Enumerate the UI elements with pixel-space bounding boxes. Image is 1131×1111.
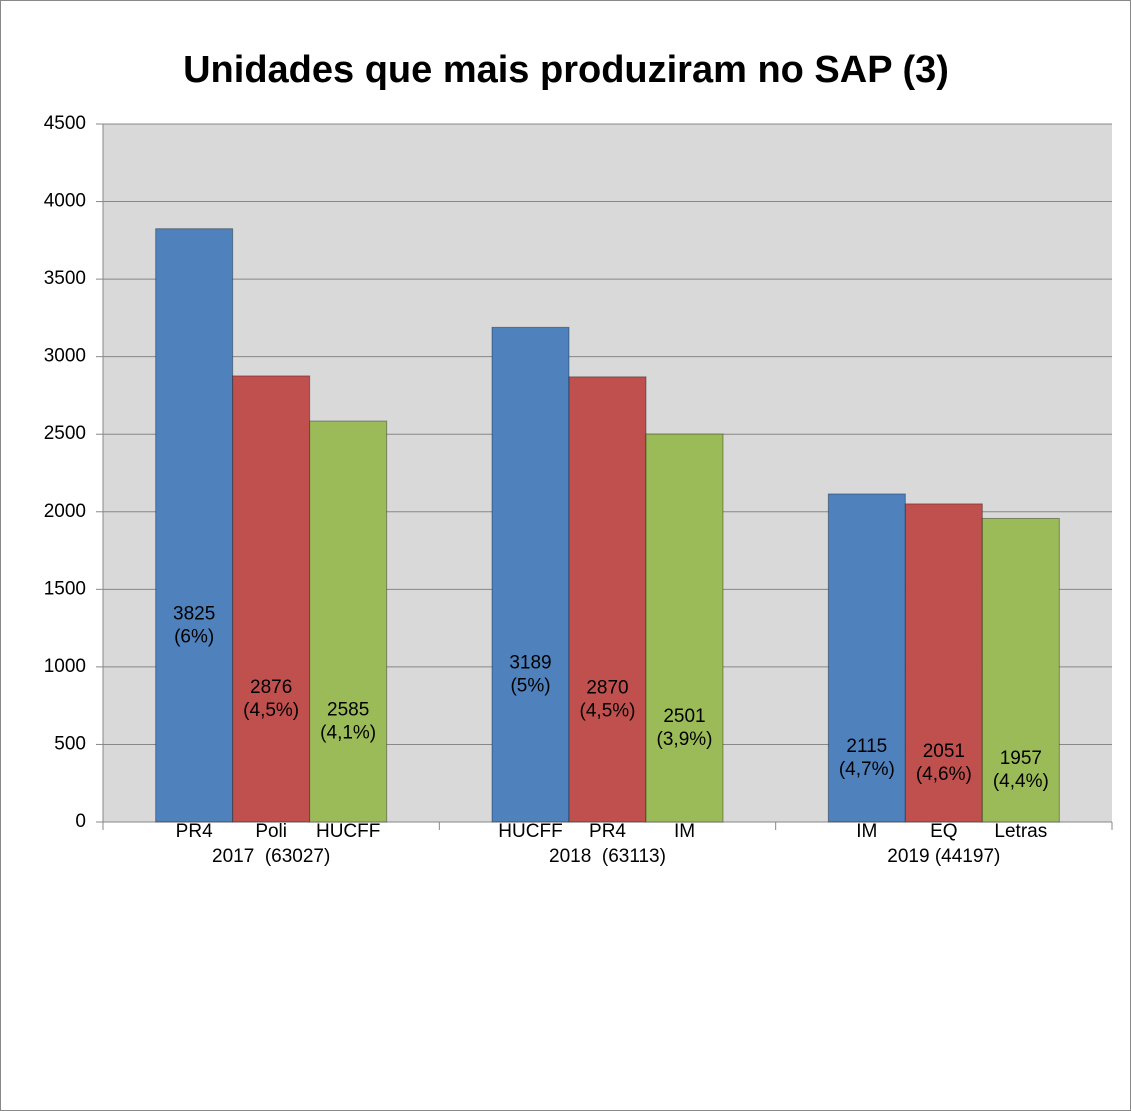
x-group-label: 2017 (63027) [212,846,330,867]
bar [232,375,311,823]
x-tick-label: PR4 [176,821,213,842]
x-group-label: 2018 (63113) [549,846,666,867]
x-tick-label: HUCFF [498,821,562,842]
value-label: 2876 [250,677,292,698]
bar [568,376,647,823]
y-tick-label: 3000 [44,346,86,367]
y-tick-label: 4000 [44,191,86,212]
x-tick-label: IM [674,821,695,842]
value-label: 1957 [1000,748,1042,769]
value-label: 3825 [173,603,215,624]
y-tick-label: 2000 [44,501,86,522]
value-label: (4,4%) [993,771,1049,792]
value-label: (4,5%) [243,700,299,721]
value-label: (4,7%) [839,759,895,780]
y-tick-label: 3500 [44,268,86,289]
value-label: (6%) [174,626,214,647]
value-label: 3189 [509,653,551,674]
bar [309,420,388,823]
y-tick-label: 1500 [44,578,86,599]
bar [904,503,983,823]
value-label: (3,9%) [657,729,713,750]
value-label: 2051 [923,741,965,762]
x-tick-label: EQ [930,821,957,842]
y-tick-label: 4500 [44,113,86,134]
value-label: 2501 [663,706,705,727]
value-label: (4,6%) [916,764,972,785]
value-label: 2115 [846,736,887,757]
bar [491,326,570,823]
bar [155,228,234,823]
bar [981,517,1060,823]
value-label: (4,1%) [320,723,376,744]
x-tick-label: Letras [994,821,1047,842]
y-tick-label: 2500 [44,423,86,444]
bar [827,493,906,823]
x-group-label: 2019 (44197) [887,846,1000,867]
y-tick-label: 500 [54,733,86,754]
value-label: (4,5%) [580,700,636,721]
x-tick-label: Poli [255,821,287,842]
value-label: (5%) [510,676,550,697]
y-tick-label: 1000 [44,656,86,677]
y-tick-label: 0 [75,811,86,832]
chart-title: Unidades que mais produziram no SAP (3) [183,49,949,91]
x-tick-label: HUCFF [316,821,380,842]
x-tick-label: PR4 [589,821,626,842]
x-tick-label: IM [856,821,877,842]
value-label: 2870 [586,677,628,698]
value-label: 2585 [327,700,369,721]
bar [645,433,724,823]
